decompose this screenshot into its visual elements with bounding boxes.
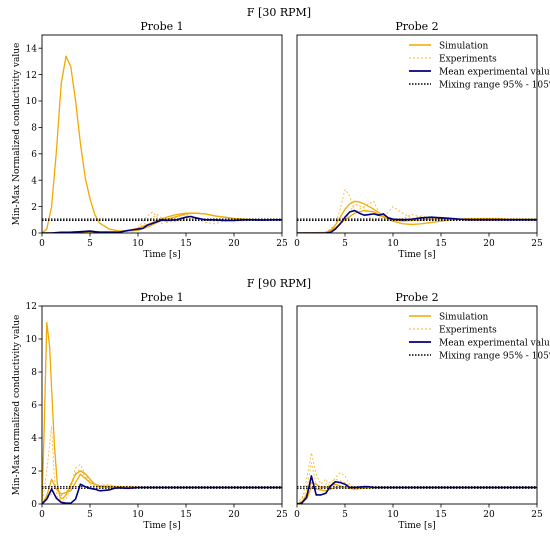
x-tick-label: 0 <box>39 239 45 249</box>
x-tick-label: 25 <box>276 510 288 520</box>
legend-label-mean: Mean experimental value <box>439 67 550 77</box>
series-simulation-line <box>297 481 537 504</box>
series-simulation-line <box>297 486 537 504</box>
y-tick-label: 2 <box>31 467 37 477</box>
y-tick-label: 2 <box>31 203 37 213</box>
series-mean-line <box>297 209 537 233</box>
legend-label-simulation: Simulation <box>439 41 489 51</box>
legend: Simulation Experiments Mean experimental v… <box>409 312 550 361</box>
x-tick-label: 10 <box>387 510 399 520</box>
x-tick-label: 0 <box>294 239 300 249</box>
x-tick-label: 10 <box>387 239 399 249</box>
series-simulation-line <box>42 473 282 504</box>
x-tick-label: 20 <box>228 239 240 249</box>
x-axis-label: Time [s] <box>143 521 180 531</box>
chart-title: Probe 1 <box>140 20 183 33</box>
y-tick-label: 10 <box>26 97 38 107</box>
series-mean-line <box>42 483 282 504</box>
legend-label-mean: Mean experimental value <box>439 338 550 348</box>
x-tick-label: 25 <box>531 510 543 520</box>
legend: Simulation Experiments Mean experimental v… <box>409 41 550 90</box>
x-tick-label: 15 <box>180 510 192 520</box>
chart-p90_2: Probe 2 0 5 10 15 20 25 Time [s] Simulation Exper… <box>294 291 550 531</box>
series-group <box>42 55 282 233</box>
x-tick-label: 5 <box>87 239 93 249</box>
axes-frame <box>41 34 283 234</box>
y-tick-label: 8 <box>31 124 37 134</box>
y-tick-label: 10 <box>26 335 38 345</box>
chart-p90_1: Probe 1 0 5 10 15 20 25 0 2 4 6 8 10 12 Time [s] Min-Ma… <box>12 291 288 531</box>
series-simulation-line <box>42 321 282 504</box>
chart-title: Probe 1 <box>140 291 183 304</box>
legend-label-mixing: Mixing range 95% - 105% <box>439 351 550 361</box>
y-tick-label: 6 <box>31 150 37 160</box>
series-group <box>297 188 537 233</box>
series-group <box>297 452 537 504</box>
x-tick-label: 25 <box>276 239 288 249</box>
y-tick-label: 14 <box>26 44 38 54</box>
chart-p30_1: Probe 1 0 5 10 15 20 25 0 2 4 6 8 10 12 14 Time [s] Min-… <box>12 20 288 260</box>
y-axis-label: Min-Max normalized conductivity value <box>12 315 22 496</box>
suptitle-90rpm: F [90 RPM] <box>247 277 311 290</box>
axes-frame <box>41 305 283 505</box>
x-tick-label: 5 <box>342 510 348 520</box>
x-tick-label: 0 <box>39 510 45 520</box>
x-tick-label: 10 <box>132 510 144 520</box>
series-experiments-line <box>42 211 282 233</box>
series-experiments-line <box>297 188 537 233</box>
y-tick-label: 4 <box>31 176 37 186</box>
x-tick-label: 15 <box>180 239 192 249</box>
series-simulation-line <box>42 55 282 233</box>
legend-label-experiments: Experiments <box>439 325 497 335</box>
y-tick-label: 0 <box>31 500 37 510</box>
x-axis-label: Time [s] <box>143 250 180 260</box>
y-tick-label: 6 <box>31 401 37 411</box>
x-tick-label: 20 <box>483 510 495 520</box>
legend-label-mixing: Mixing range 95% - 105% <box>439 80 550 90</box>
x-tick-label: 0 <box>294 510 300 520</box>
series-experiments-line <box>42 214 282 233</box>
axes-frame <box>296 34 538 234</box>
series-mean-line <box>42 215 282 233</box>
x-tick-label: 5 <box>342 239 348 249</box>
chart-p30_2: Probe 2 0 5 10 15 20 25 Time [s] Simulation Exper… <box>294 20 550 260</box>
y-tick-label: 4 <box>31 434 37 444</box>
y-tick-label: 12 <box>26 71 37 81</box>
series-mean-line <box>297 475 537 504</box>
x-tick-label: 15 <box>435 239 447 249</box>
y-tick-label: 12 <box>26 302 37 312</box>
y-tick-label: 0 <box>31 229 37 239</box>
x-tick-label: 15 <box>435 510 447 520</box>
axes-frame <box>296 305 538 505</box>
x-tick-label: 10 <box>132 239 144 249</box>
legend-label-simulation: Simulation <box>439 312 489 322</box>
series-experiments-line <box>297 452 537 504</box>
chart-title: Probe 2 <box>395 20 438 33</box>
legend-label-experiments: Experiments <box>439 54 497 64</box>
x-axis-label: Time [s] <box>398 521 435 531</box>
x-tick-label: 20 <box>483 239 495 249</box>
y-axis-label: Min-Max Normalized conductivity value <box>12 43 22 226</box>
chart-title: Probe 2 <box>395 291 438 304</box>
series-group <box>42 321 282 504</box>
x-axis-label: Time [s] <box>398 250 435 260</box>
y-tick-label: 8 <box>31 368 37 378</box>
x-tick-label: 5 <box>87 510 93 520</box>
x-tick-label: 25 <box>531 239 543 249</box>
suptitle-30rpm: F [30 RPM] <box>247 6 311 19</box>
x-tick-label: 20 <box>228 510 240 520</box>
